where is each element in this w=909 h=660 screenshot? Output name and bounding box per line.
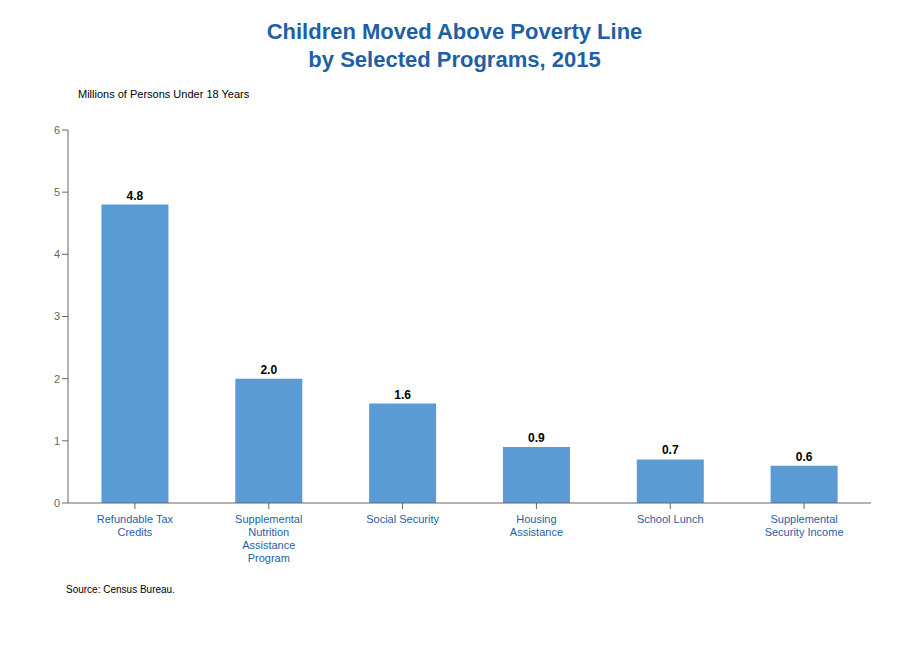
html-text:Source: Census Bureau.: Source: Census Bureau. bbox=[66, 584, 175, 595]
svg-text:Refundable TaxCredits: Refundable TaxCredits bbox=[97, 513, 174, 538]
svg-text:Social Security: Social Security bbox=[366, 513, 439, 525]
svg-text:2.0: 2.0 bbox=[260, 363, 277, 377]
svg-text:HousingAssistance: HousingAssistance bbox=[510, 513, 563, 538]
svg-text:5: 5 bbox=[54, 186, 60, 198]
html-text:Children Moved Above Poverty L: Children Moved Above Poverty Line by Sel… bbox=[266, 19, 643, 72]
svg-text:4.8: 4.8 bbox=[127, 189, 144, 203]
svg-text:0.9: 0.9 bbox=[528, 431, 545, 445]
svg-text:SupplementalNutritionAssistanc: SupplementalNutritionAssistanceProgram bbox=[235, 513, 302, 564]
svg-text:2: 2 bbox=[54, 373, 60, 385]
html-text:Millions of Persons Under 18 Y: Millions of Persons Under 18 Years bbox=[78, 88, 250, 100]
svg-text:0.6: 0.6 bbox=[796, 450, 813, 464]
svg-text:SupplementalSecurity Income: SupplementalSecurity Income bbox=[765, 513, 844, 538]
svg-text:6: 6 bbox=[54, 124, 60, 136]
svg-text:0.7: 0.7 bbox=[662, 443, 679, 457]
svg-text:1: 1 bbox=[54, 435, 60, 447]
svg-text:0: 0 bbox=[54, 497, 60, 509]
svg-text:3: 3 bbox=[54, 310, 60, 322]
svg-text:4: 4 bbox=[54, 248, 60, 260]
svg-text:School Lunch: School Lunch bbox=[637, 513, 704, 525]
svg-text:1.6: 1.6 bbox=[394, 388, 411, 402]
